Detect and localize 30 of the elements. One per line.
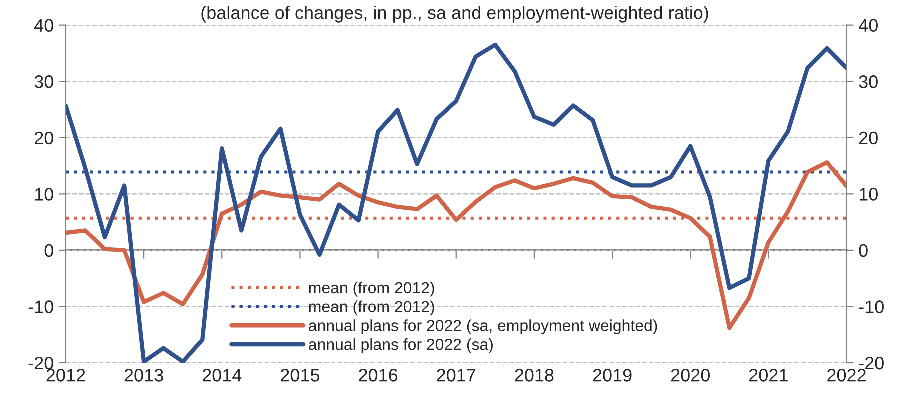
y2-tick-label: 20 [859,132,878,145]
y2-tick-label: -10 [859,300,884,314]
y2-tick-label: 10 [860,188,878,201]
y-tick-label: 20 [34,132,54,145]
chart-subtitle: (balance of changes, in pp., sa and employment-weighted ratio) [202,6,708,23]
x-tick-label: 2015 [281,369,320,382]
x-tick-label: 2021 [750,369,788,382]
x-tick-label: 2012 [46,369,86,382]
legend-label: mean (from 2012) [309,282,434,297]
y2-tick-label: -20 [859,356,884,370]
x-tick-label: 2018 [515,369,554,382]
y2-tick-label: 40 [858,19,878,32]
legend-label: annual plans for 2022 (sa, employment weighted) [309,320,658,335]
y-tick-label: 0 [44,244,54,258]
legend-label: mean (from 2012) [309,300,434,316]
x-tick-label: 2014 [202,369,242,382]
legend-label: annual plans for 2022 (sa) [309,338,493,354]
x-tick-label: 2013 [124,369,164,382]
y-tick-label: -10 [28,300,54,314]
x-tick-label: 2017 [437,369,476,382]
y2-tick-label: 0 [859,244,868,258]
y2-tick-label: 30 [859,76,878,88]
x-tick-label: 2016 [359,369,398,382]
y-tick-label: 10 [35,188,54,201]
x-tick-label: 2019 [593,369,632,382]
x-tick-label: 2022 [828,369,866,382]
y-tick-label: -20 [28,356,54,370]
y-tick-label: 30 [34,76,54,88]
y-tick-label: 40 [34,19,54,32]
x-tick-label: 2020 [671,369,710,382]
